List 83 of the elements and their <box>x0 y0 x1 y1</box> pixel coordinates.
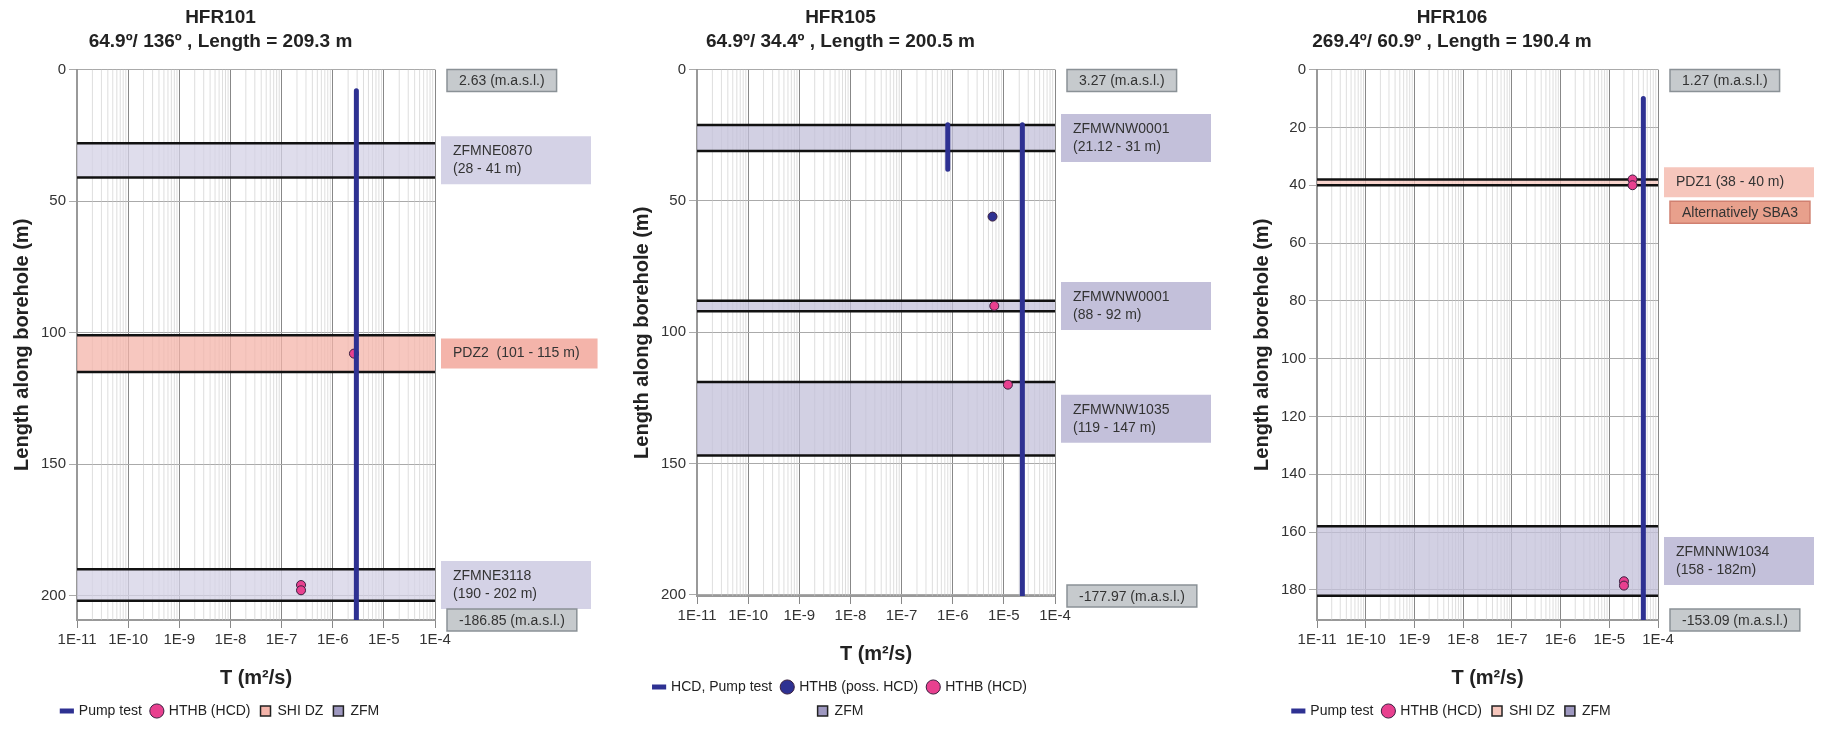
x-tick-label: 1E-9 <box>1398 630 1431 648</box>
legend-label: SHI DZ <box>1509 701 1556 718</box>
y-tick-label: 150 <box>41 454 67 472</box>
chart-title: HFR105 <box>805 5 877 27</box>
band-label: ZFMNE3118 (190 - 202 m) <box>453 566 538 601</box>
x-tick-label: 1E-10 <box>728 606 769 624</box>
x-tick-label: 1E-10 <box>108 630 149 648</box>
text: 2.63 (m.a.s.l.) <box>459 72 545 89</box>
legend-label: SHI DZ <box>277 701 324 718</box>
text: -186.85 (m.a.s.l.) <box>459 611 565 628</box>
legend-label: HCD, Pump test <box>671 677 773 694</box>
x-tick-label: 1E-7 <box>265 630 298 648</box>
legend-label: HTHB (HCD) <box>168 701 251 718</box>
y-tick-label: 0 <box>1297 59 1307 77</box>
chart-subtitle: 64.9º/ 136º , Length = 209.3 m <box>88 30 353 52</box>
legend-label: HTHB (HCD) <box>945 677 1027 694</box>
band-label: ZFMWNW0001 (21.12 - 31 m) <box>1073 119 1170 154</box>
band-label: ZFMWNW1035 (119 - 147 m) <box>1073 400 1170 435</box>
legend-label: ZFM <box>1581 701 1611 718</box>
x-tick-label: 1E-6 <box>316 630 349 648</box>
y-tick-label: 50 <box>49 191 67 209</box>
x-tick-label: 1E-6 <box>1544 630 1577 648</box>
y-tick-label: 100 <box>1281 348 1307 366</box>
x-axis-title: T (m²/s) <box>839 641 913 664</box>
y-tick-label: 120 <box>1281 406 1307 424</box>
legend-label: ZFM <box>834 701 864 718</box>
x-tick-label: 1E-10 <box>1345 630 1386 648</box>
x-axis-title: T (m²/s) <box>219 665 293 688</box>
text: Alternatively SBA3 <box>1682 204 1799 221</box>
band-label: ZFMWNW0001 (88 - 92 m) <box>1073 287 1170 322</box>
x-tick-label: 1E-5 <box>368 630 400 648</box>
text: -177.97 (m.a.s.l.) <box>1079 587 1185 604</box>
text: 1.27 (m.a.s.l.) <box>1682 72 1768 89</box>
x-tick-label: 1E-8 <box>214 630 247 648</box>
y-axis-title: Length along borehole (m) <box>629 206 652 459</box>
y-tick-label: 60 <box>1289 233 1307 251</box>
legend-label: HTHB (HCD) <box>1400 701 1483 718</box>
y-tick-label: 140 <box>1281 464 1307 482</box>
y-tick-label: 0 <box>57 59 67 77</box>
x-tick-label: 1E-4 <box>1642 630 1674 648</box>
y-tick-label: 20 <box>1289 117 1307 135</box>
y-tick-label: 180 <box>1281 580 1307 598</box>
x-axis-title: T (m²/s) <box>1451 665 1524 688</box>
chart-subtitle: 64.9º/ 34.4º , Length = 200.5 m <box>706 30 975 52</box>
band-label: ZFMNNW1034 (158 - 182m) <box>1676 542 1770 577</box>
legend-label: ZFM <box>350 701 380 718</box>
band-label: ZFMNE0870 (28 - 41 m) <box>453 142 533 177</box>
chart-title: HFR101 <box>185 5 257 27</box>
x-tick-label: 1E-6 <box>936 606 969 624</box>
band-label: PDZ2 (101 - 115 m) <box>453 344 580 361</box>
x-tick-label: 1E-8 <box>1447 630 1479 648</box>
x-tick-label: 1E-7 <box>885 606 918 624</box>
x-tick-label: 1E-5 <box>1593 630 1626 648</box>
x-tick-label: 1E-9 <box>783 606 816 624</box>
legend-label: Pump test <box>1310 701 1374 718</box>
x-tick-label: 1E-4 <box>419 630 451 648</box>
y-tick-label: 0 <box>677 59 687 77</box>
x-tick-label: 1E-8 <box>834 606 867 624</box>
y-axis-title: Length along borehole (m) <box>1249 218 1272 471</box>
legend-label: HTHB (poss. HCD) <box>799 677 919 694</box>
x-tick-label: 1E-5 <box>988 606 1020 624</box>
x-tick-label: 1E-11 <box>1297 630 1337 648</box>
x-tick-label: 1E-7 <box>1496 630 1528 648</box>
y-tick-label: 200 <box>41 585 67 603</box>
x-tick-label: 1E-11 <box>677 606 717 624</box>
y-tick-label: 150 <box>661 453 687 471</box>
y-axis-title: Length along borehole (m) <box>9 218 32 471</box>
y-tick-label: 200 <box>661 584 687 602</box>
x-tick-label: 1E-4 <box>1039 606 1071 624</box>
y-tick-label: 160 <box>1281 522 1307 540</box>
x-tick-label: 1E-11 <box>57 630 97 648</box>
legend-label: Pump test <box>78 701 142 718</box>
y-tick-label: 100 <box>41 322 67 340</box>
y-tick-label: 40 <box>1289 175 1307 193</box>
text: 3.27 (m.a.s.l.) <box>1079 72 1165 89</box>
band-label: PDZ1 (38 - 40 m) <box>1676 173 1785 190</box>
text: -153.09 (m.a.s.l.) <box>1682 611 1788 628</box>
chart-subtitle: 269.4º/ 60.9º , Length = 190.4 m <box>1312 30 1592 52</box>
chart-title: HFR106 <box>1416 5 1488 27</box>
y-tick-label: 100 <box>661 322 687 340</box>
y-tick-label: 80 <box>1289 291 1307 308</box>
y-tick-label: 50 <box>669 191 687 209</box>
x-tick-label: 1E-9 <box>163 630 196 648</box>
